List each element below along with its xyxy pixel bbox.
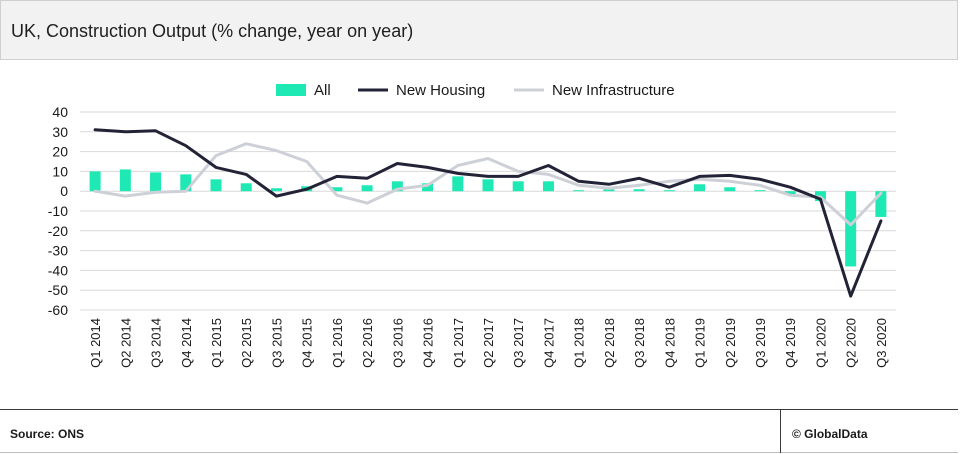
x-tick-label: Q1 2017 — [451, 318, 466, 368]
brand-label: © GlobalData — [792, 427, 868, 441]
bar-all — [270, 188, 282, 192]
y-tick-label: -60 — [48, 302, 68, 318]
bar-all — [512, 181, 524, 192]
y-tick-label: 20 — [52, 144, 68, 160]
y-tick-label: 30 — [52, 124, 68, 140]
y-tick-label: -20 — [48, 223, 68, 239]
legend-label-all: All — [314, 82, 331, 99]
bar-all — [89, 171, 101, 192]
bar-all — [724, 187, 736, 192]
x-tick-label: Q1 2016 — [330, 318, 345, 368]
x-tick-label: Q4 2015 — [300, 318, 315, 368]
bar-all — [784, 191, 796, 195]
bar-all — [603, 189, 615, 192]
x-tick-label: Q3 2019 — [753, 318, 768, 368]
bar-all — [452, 176, 464, 192]
x-tick-label: Q1 2020 — [813, 318, 828, 368]
x-tick-label: Q3 2017 — [511, 318, 526, 368]
x-tick-label: Q4 2014 — [179, 318, 194, 368]
y-tick-label: 0 — [60, 183, 68, 199]
legend-swatch-all — [276, 84, 306, 96]
x-tick-label: Q1 2014 — [88, 318, 103, 368]
x-tick-label: Q3 2020 — [874, 318, 889, 368]
x-tick-label: Q2 2016 — [360, 318, 375, 368]
bar-all — [754, 190, 766, 192]
x-tick-label: Q2 2019 — [723, 318, 738, 368]
y-tick-label: -10 — [48, 203, 68, 219]
bar-all — [210, 179, 222, 192]
bar-all — [180, 174, 192, 192]
legend-label-new-housing: New Housing — [396, 82, 485, 99]
x-tick-label: Q3 2016 — [390, 318, 405, 368]
x-tick-label: Q2 2014 — [118, 318, 133, 368]
bar-all — [663, 190, 675, 192]
x-tick-label: Q4 2017 — [541, 318, 556, 368]
line-new-housing — [93, 128, 883, 298]
x-tick-label: Q2 2020 — [844, 318, 859, 368]
bar-all — [845, 191, 857, 267]
bar-all — [542, 181, 554, 192]
x-tick-label: Q2 2017 — [481, 318, 496, 368]
bar-all — [119, 169, 131, 192]
x-tick-label: Q4 2018 — [662, 318, 677, 368]
y-tick-label: -50 — [48, 282, 68, 298]
x-tick-label: Q1 2018 — [572, 318, 587, 368]
footer-divider — [780, 410, 781, 453]
bar-all — [573, 190, 585, 192]
y-tick-label: 40 — [52, 104, 68, 120]
chart-footer: Source: ONS © GlobalData — [0, 409, 958, 453]
bar-all — [331, 187, 343, 192]
y-tick-label: 10 — [52, 163, 68, 179]
bar-all — [391, 181, 403, 192]
construction-output-chart: 40 30 20 10 0 -10 -20 -30 -40 -50 -60 Q1 2014 Q2 201… — [48, 82, 896, 368]
x-tick-label: Q3 2018 — [632, 318, 647, 368]
x-tick-label: Q3 2014 — [149, 318, 164, 368]
x-tick-label: Q4 2016 — [421, 318, 436, 368]
chart-header: UK, Construction Output (% change, year … — [0, 0, 958, 60]
bar-all — [422, 183, 434, 192]
x-tick-label: Q2 2015 — [239, 318, 254, 368]
bar-all — [361, 185, 373, 192]
bar-all — [150, 172, 162, 192]
bar-all — [633, 189, 645, 192]
x-tick-label: Q1 2015 — [209, 318, 224, 368]
bar-all — [875, 191, 887, 217]
x-tick-label: Q4 2019 — [783, 318, 798, 368]
bar-all — [240, 183, 252, 192]
chart-title: UK, Construction Output (% change, year … — [11, 21, 414, 41]
source-label: Source: ONS — [10, 427, 85, 441]
x-tick-label: Q3 2015 — [269, 318, 284, 368]
bar-all — [694, 184, 706, 192]
x-tick-label: Q2 2018 — [602, 318, 617, 368]
x-tick-label: Q1 2019 — [693, 318, 708, 368]
y-tick-label: -40 — [48, 262, 68, 278]
bar-all — [482, 179, 494, 192]
y-tick-label: -30 — [48, 243, 68, 259]
legend-label-new-infrastructure: New Infrastructure — [552, 82, 675, 99]
line-new-infrastructure — [93, 142, 883, 227]
